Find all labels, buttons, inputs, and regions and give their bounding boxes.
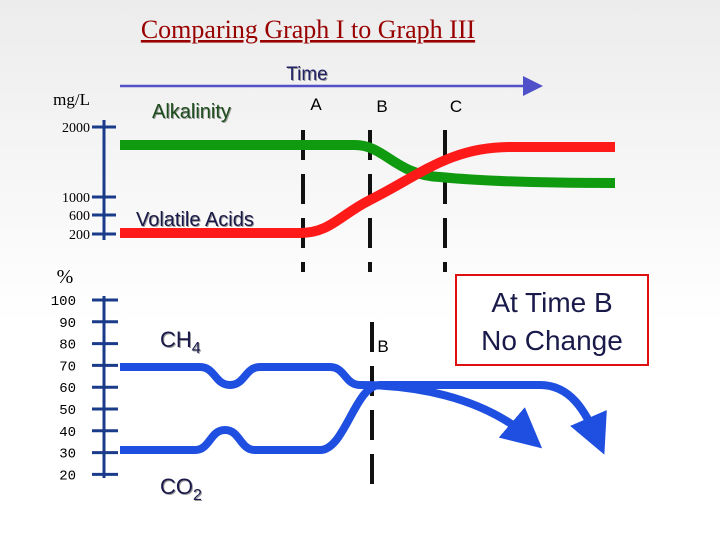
tick-label: 40: [59, 425, 76, 441]
unit-label: %: [57, 266, 74, 288]
volatile-acids-curve: [120, 142, 615, 238]
time-point: A: [310, 95, 322, 114]
tick-label: 50: [59, 403, 76, 419]
tick-label: 2000: [62, 121, 90, 136]
co2-curve: [120, 381, 607, 455]
unit-label: mg/L: [53, 90, 90, 109]
tick-label: 90: [59, 316, 76, 332]
tick-label: 20: [59, 468, 76, 484]
tick-label: 1000: [62, 191, 90, 206]
tick-label: 60: [59, 381, 76, 397]
tick-label: 80: [59, 338, 76, 354]
alkalinity-curve: [120, 140, 616, 188]
time-point: B: [376, 97, 387, 116]
curve-label: Volatile Acids: [136, 209, 254, 231]
tick-label: 600: [69, 209, 90, 224]
curve-label: CH4: [160, 327, 201, 357]
title: Comparing Graph I to Graph III: [141, 15, 475, 44]
tick-label: 100: [51, 294, 76, 310]
callout-box: [455, 274, 649, 366]
callout-text: No Change: [481, 325, 623, 356]
time-point: C: [450, 97, 462, 116]
callout-text: At Time B: [491, 287, 612, 318]
curve-label: CO2: [160, 474, 202, 504]
curve-label: Alkalinity: [152, 101, 231, 123]
tick-label: 200: [69, 228, 90, 243]
time-label: Time: [286, 64, 328, 85]
time-point: B: [377, 337, 388, 356]
ch4-curve: [120, 363, 543, 449]
time-dividers: [301, 130, 447, 496]
tick-label: 30: [59, 447, 76, 463]
tick-label: 70: [59, 359, 76, 375]
